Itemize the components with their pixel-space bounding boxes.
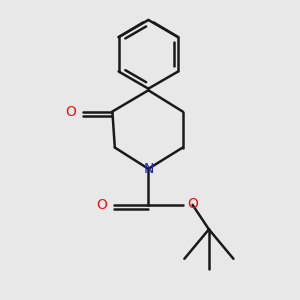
Text: O: O xyxy=(97,198,107,212)
Text: N: N xyxy=(143,162,154,176)
Text: O: O xyxy=(65,105,76,118)
Text: O: O xyxy=(187,197,198,211)
